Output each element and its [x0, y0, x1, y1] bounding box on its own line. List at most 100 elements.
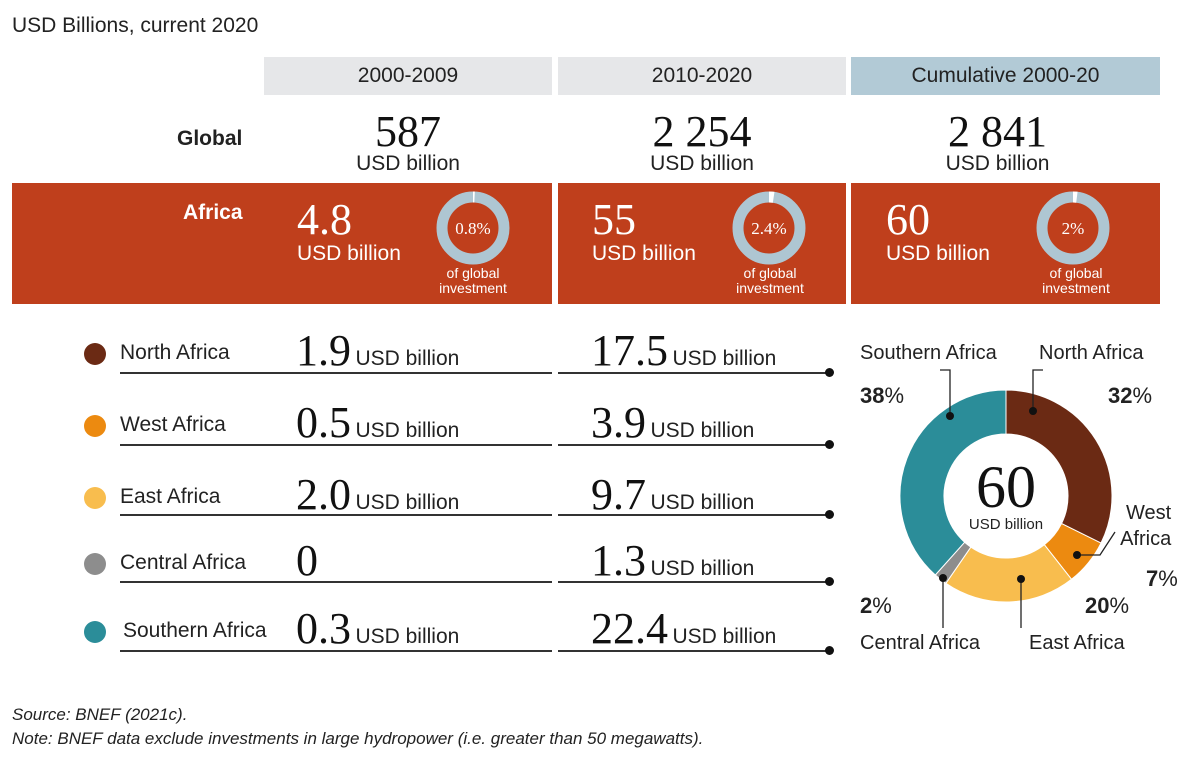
row-end-dot [825, 646, 834, 655]
legend-swatch [84, 343, 106, 365]
value-unit: USD billion [650, 491, 755, 514]
africa-unit: USD billion [297, 242, 401, 265]
global-unit: USD billion [650, 152, 754, 175]
row-divider [120, 444, 552, 446]
legend-swatch [84, 553, 106, 575]
share-caption-line1: of global [1049, 265, 1103, 281]
africa-unit: USD billion [886, 242, 990, 265]
row-divider [558, 650, 830, 652]
row-divider [120, 372, 552, 374]
africa-value-cumulative: 60 USD billion [886, 198, 990, 266]
column-header-2010-2020: 2010-2020 [558, 57, 846, 95]
leader-dot-west [1073, 551, 1081, 559]
value-number: 0.3 [296, 604, 351, 653]
africa-label: Africa [183, 201, 243, 224]
africa-value-2000-2009: 4.8 USD billion [297, 198, 401, 266]
share-caption-line2: investment [439, 280, 507, 296]
unit-note: USD Billions, current 2020 [12, 14, 259, 37]
share-caption-line1: of global [743, 265, 797, 281]
donut-center-value: 60 [976, 454, 1036, 520]
value-unit: USD billion [355, 419, 460, 442]
legend-swatch [84, 415, 106, 437]
label-southern-africa: Southern Africa [860, 342, 997, 364]
share-caption-2: of global investment [715, 266, 825, 296]
value-number: 1.3 [591, 536, 646, 585]
africa-investment-donut [899, 389, 1113, 603]
row-end-dot [825, 440, 834, 449]
pct-west-africa: 7% [1146, 566, 1178, 591]
region-label: Southern Africa [123, 619, 267, 642]
global-value: 587 [375, 107, 441, 156]
pct-central-africa: 2% [860, 593, 892, 618]
row-divider [558, 444, 830, 446]
share-caption-line2: investment [736, 280, 804, 296]
legend-swatch [84, 487, 106, 509]
region-value-2010-2020: 9.7 USD billion [591, 473, 754, 517]
pct-east-africa: 20% [1085, 593, 1130, 618]
region-label: Central Africa [120, 551, 247, 574]
value-unit: USD billion [650, 557, 755, 580]
value-unit: USD billion [672, 347, 777, 370]
pct-north-africa: 32% [1108, 383, 1153, 408]
row-divider [120, 650, 552, 652]
row-end-dot [825, 577, 834, 586]
donut-slice-southern-africa [899, 389, 1007, 576]
pct-southern-africa: 38% [860, 383, 905, 408]
source-note: Source: BNEF (2021c). [12, 705, 188, 724]
leader-north [1032, 369, 1043, 411]
global-cell-2000-2009: 587 USD billion [264, 110, 552, 176]
value-unit: USD billion [672, 625, 777, 648]
donut-center-unit: USD billion [968, 516, 1044, 533]
africa-value-2010-2020: 55 USD billion [592, 198, 696, 266]
value-number: 1.9 [296, 326, 351, 375]
global-cell-2010-2020: 2 254 USD billion [558, 110, 846, 176]
africa-value: 55 [592, 195, 636, 244]
row-divider [558, 372, 830, 374]
region-value-2010-2020: 3.9 USD billion [591, 401, 754, 445]
leader-dot-southern [946, 412, 954, 420]
africa-band-3 [851, 183, 1160, 304]
region-label: East Africa [120, 485, 221, 508]
row-divider [120, 581, 552, 583]
global-value: 2 841 [948, 107, 1047, 156]
value-number: 3.9 [591, 398, 646, 447]
value-number: 2.0 [296, 470, 351, 519]
leader-dot-north [1029, 407, 1037, 415]
region-value-2010-2020: 17.5 USD billion [591, 329, 776, 373]
value-number: 9.7 [591, 470, 646, 519]
global-label: Global [177, 127, 243, 150]
share-donut-label: 2% [1062, 219, 1085, 238]
region-value-2000-2009: 0.5 USD billion [296, 401, 459, 445]
value-unit: USD billion [355, 347, 460, 370]
global-cell-cumulative: 2 841 USD billion [851, 110, 1144, 176]
value-number: 17.5 [591, 326, 668, 375]
value-unit: USD billion [355, 491, 460, 514]
row-divider [558, 514, 830, 516]
data-note: Note: BNEF data exclude investments in l… [12, 729, 704, 748]
donut-slice-north-africa [1005, 389, 1113, 544]
label-west-line1: West [1126, 502, 1172, 524]
value-number: 0 [296, 536, 318, 585]
donut-center: 60 USD billion [946, 454, 1066, 533]
region-value-2000-2009: 2.0 USD billion [296, 473, 459, 517]
region-value-2000-2009: 0 [296, 539, 318, 583]
share-caption-3: of global investment [1021, 266, 1131, 296]
value-number: 22.4 [591, 604, 668, 653]
row-divider [558, 581, 830, 583]
leader-dot-east [1017, 575, 1025, 583]
africa-value: 60 [886, 195, 930, 244]
value-unit: USD billion [355, 625, 460, 648]
global-value: 2 254 [652, 107, 752, 156]
africa-value: 4.8 [297, 195, 352, 244]
row-end-dot [825, 368, 834, 377]
label-west-line2: Africa [1120, 528, 1172, 550]
leader-southern [940, 369, 951, 416]
region-value-2000-2009: 0.3 USD billion [296, 607, 459, 651]
value-number: 0.5 [296, 398, 351, 447]
region-value-2010-2020: 1.3 USD billion [591, 539, 754, 583]
column-header-2000-2009: 2000-2009 [264, 57, 552, 95]
africa-unit: USD billion [592, 242, 696, 265]
label-central-africa: Central Africa [860, 632, 981, 654]
